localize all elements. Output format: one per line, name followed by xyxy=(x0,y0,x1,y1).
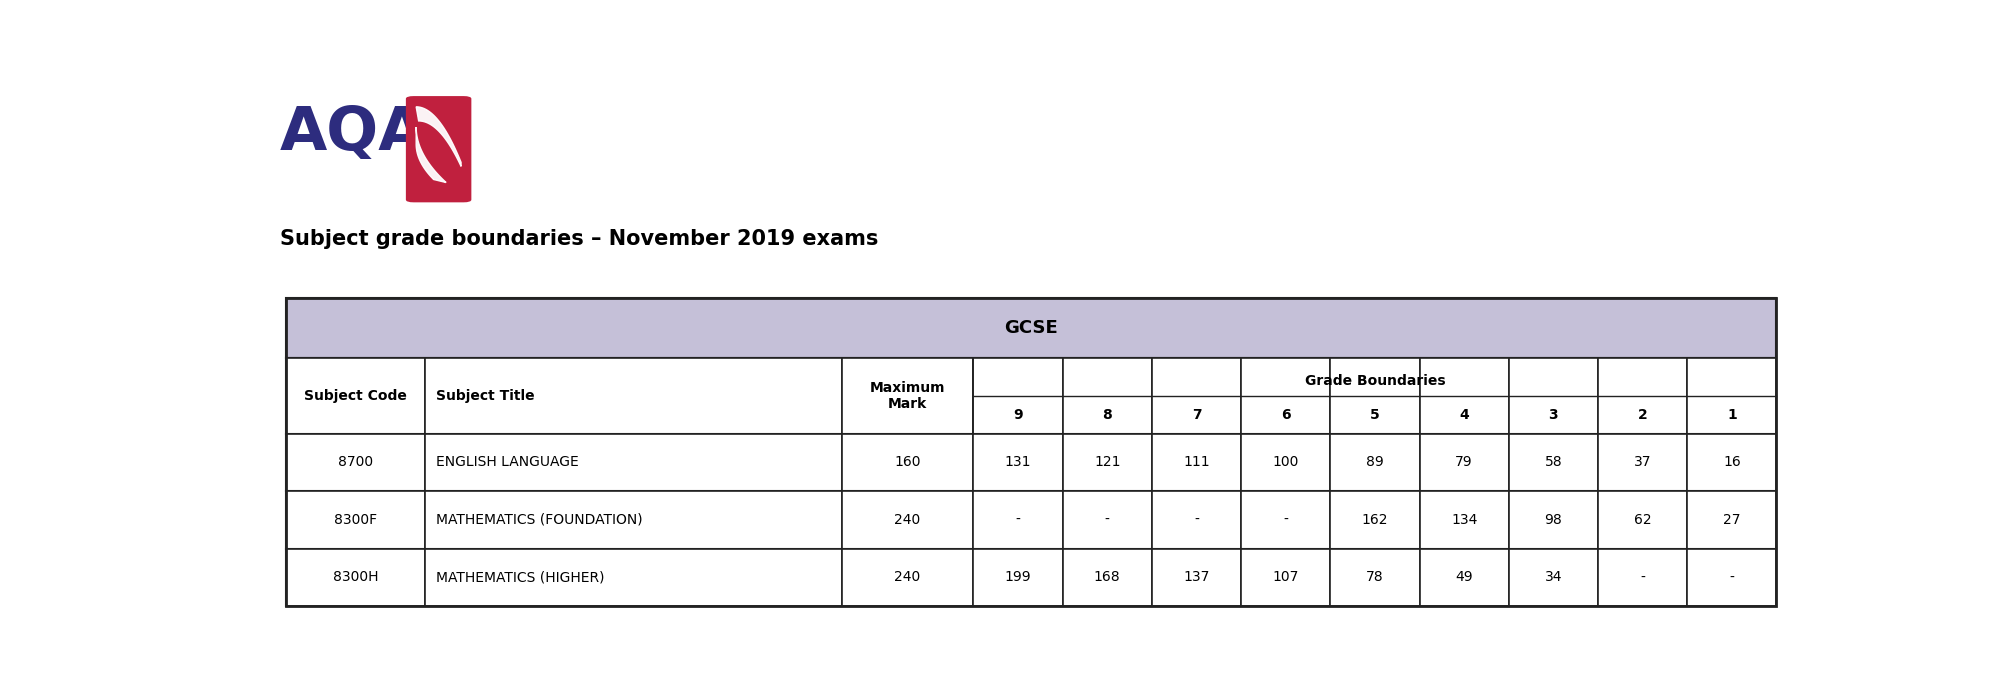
Bar xyxy=(1688,433,1777,491)
FancyBboxPatch shape xyxy=(406,96,471,202)
Text: 111: 111 xyxy=(1183,455,1209,469)
Text: 34: 34 xyxy=(1545,571,1561,584)
Text: MATHEMATICS (FOUNDATION): MATHEMATICS (FOUNDATION) xyxy=(437,513,642,527)
Bar xyxy=(1509,549,1598,606)
Text: 7: 7 xyxy=(1191,408,1201,422)
Bar xyxy=(286,491,425,549)
Bar xyxy=(974,358,1062,433)
Bar xyxy=(1241,491,1330,549)
Bar xyxy=(841,433,974,491)
Text: 107: 107 xyxy=(1272,571,1300,584)
Bar xyxy=(1598,549,1688,606)
Text: 160: 160 xyxy=(893,455,921,469)
Bar xyxy=(1241,549,1330,606)
Bar xyxy=(286,549,425,606)
Text: -: - xyxy=(1105,513,1111,527)
Bar xyxy=(1062,549,1151,606)
Text: Maximum
Mark: Maximum Mark xyxy=(869,381,946,411)
Text: 2: 2 xyxy=(1638,408,1648,422)
Text: 89: 89 xyxy=(1366,455,1384,469)
Bar xyxy=(1420,433,1509,491)
Text: 58: 58 xyxy=(1545,455,1561,469)
Bar xyxy=(1688,358,1777,433)
Bar xyxy=(286,433,425,491)
Text: 134: 134 xyxy=(1451,513,1477,527)
Text: 98: 98 xyxy=(1545,513,1561,527)
Text: 168: 168 xyxy=(1095,571,1121,584)
Bar xyxy=(1062,358,1151,433)
Bar xyxy=(1241,358,1330,433)
Text: 49: 49 xyxy=(1455,571,1473,584)
Text: 8300H: 8300H xyxy=(332,571,378,584)
Bar xyxy=(1062,491,1151,549)
Bar xyxy=(1062,433,1151,491)
Text: GCSE: GCSE xyxy=(1004,319,1058,337)
Text: Subject Title: Subject Title xyxy=(437,389,535,403)
Bar xyxy=(1509,491,1598,549)
Bar xyxy=(841,549,974,606)
Text: 240: 240 xyxy=(895,513,921,527)
Text: 199: 199 xyxy=(1004,571,1032,584)
Text: 8: 8 xyxy=(1103,408,1113,422)
Text: -: - xyxy=(1730,571,1734,584)
Text: MATHEMATICS (HIGHER): MATHEMATICS (HIGHER) xyxy=(437,571,604,584)
Bar xyxy=(841,358,974,433)
Text: 8300F: 8300F xyxy=(334,513,376,527)
Bar xyxy=(1151,491,1241,549)
Text: AQA: AQA xyxy=(280,104,427,163)
Text: 100: 100 xyxy=(1272,455,1300,469)
Bar xyxy=(1509,433,1598,491)
Text: 1: 1 xyxy=(1726,408,1736,422)
Bar xyxy=(841,491,974,549)
Text: 37: 37 xyxy=(1634,455,1652,469)
Polygon shape xyxy=(416,107,461,166)
Text: 6: 6 xyxy=(1282,408,1290,422)
Text: -: - xyxy=(1193,513,1199,527)
Text: Subject grade boundaries – November 2019 exams: Subject grade boundaries – November 2019… xyxy=(280,229,877,249)
Bar xyxy=(1330,491,1420,549)
Text: Subject Code: Subject Code xyxy=(304,389,406,403)
Text: 121: 121 xyxy=(1095,455,1121,469)
Bar xyxy=(1420,491,1509,549)
Text: 16: 16 xyxy=(1722,455,1740,469)
Bar xyxy=(974,491,1062,549)
Bar xyxy=(286,358,425,433)
Bar xyxy=(1688,491,1777,549)
Bar xyxy=(1151,549,1241,606)
Text: 3: 3 xyxy=(1549,408,1557,422)
Text: -: - xyxy=(1016,513,1020,527)
Text: 78: 78 xyxy=(1366,571,1384,584)
Bar xyxy=(1688,549,1777,606)
Bar xyxy=(1330,549,1420,606)
Bar xyxy=(974,549,1062,606)
Text: 4: 4 xyxy=(1459,408,1469,422)
Bar xyxy=(1509,358,1598,433)
Bar xyxy=(1151,433,1241,491)
Text: 240: 240 xyxy=(895,571,921,584)
Text: ENGLISH LANGUAGE: ENGLISH LANGUAGE xyxy=(437,455,577,469)
Bar xyxy=(1241,433,1330,491)
Polygon shape xyxy=(416,127,447,183)
Text: 62: 62 xyxy=(1634,513,1652,527)
Bar xyxy=(974,433,1062,491)
Bar xyxy=(1151,358,1241,433)
Text: 131: 131 xyxy=(1004,455,1032,469)
Text: 9: 9 xyxy=(1014,408,1022,422)
Text: 162: 162 xyxy=(1362,513,1388,527)
Text: 27: 27 xyxy=(1722,513,1740,527)
Bar xyxy=(1598,491,1688,549)
Text: Grade Boundaries: Grade Boundaries xyxy=(1304,374,1445,388)
Bar xyxy=(1598,433,1688,491)
Bar xyxy=(1330,433,1420,491)
Text: 79: 79 xyxy=(1455,455,1473,469)
Bar xyxy=(1598,358,1688,433)
Bar xyxy=(1420,549,1509,606)
Bar xyxy=(1330,358,1420,433)
Text: 137: 137 xyxy=(1183,571,1209,584)
Text: 8700: 8700 xyxy=(338,455,372,469)
Text: 5: 5 xyxy=(1370,408,1380,422)
Bar xyxy=(1420,358,1509,433)
Text: -: - xyxy=(1284,513,1288,527)
Text: -: - xyxy=(1640,571,1646,584)
